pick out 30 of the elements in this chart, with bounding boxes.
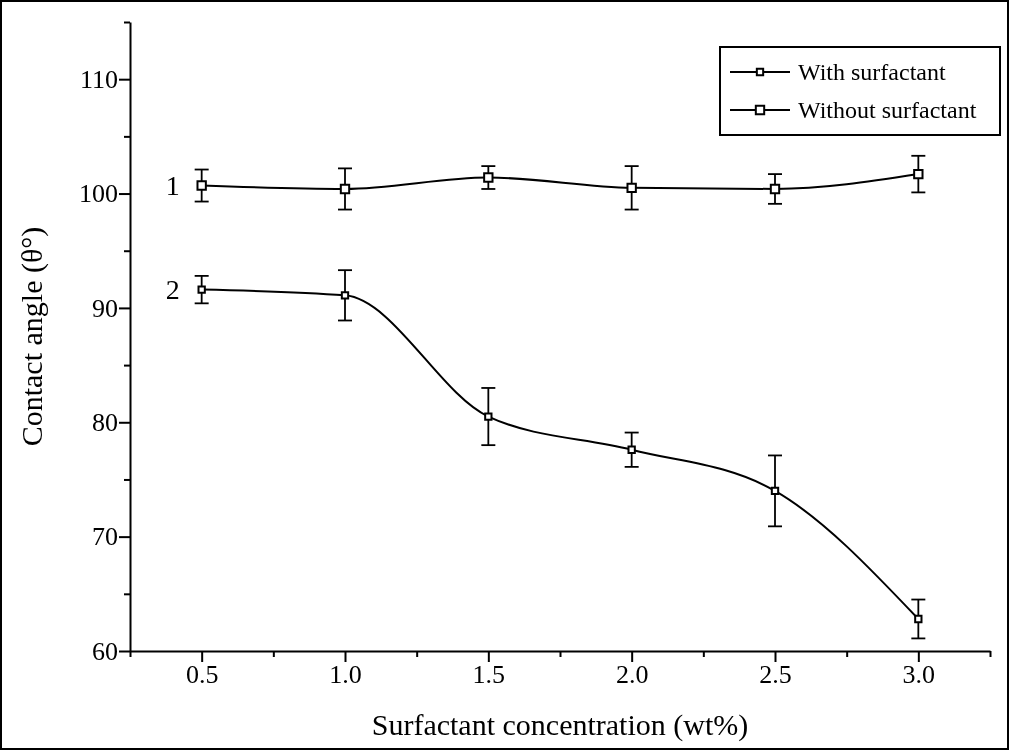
point [484, 412, 493, 421]
x-tick-label: 1.5 [472, 660, 506, 690]
x-tick-label: 2.0 [615, 660, 649, 690]
y-tick-label: 100 [79, 179, 118, 209]
x-tick-label: 2.5 [759, 660, 792, 690]
legend-label: With surfactant [798, 59, 946, 86]
y-tick-label: 90 [92, 293, 118, 323]
point [339, 183, 351, 195]
y-axis-title: Contact angle (θ°) [15, 226, 49, 447]
point [197, 285, 206, 294]
point [626, 182, 637, 194]
point [770, 486, 780, 496]
annotation: 1 [165, 170, 180, 202]
point [340, 291, 350, 300]
x-tick-label: 3.0 [902, 660, 936, 690]
point [769, 183, 781, 195]
point [914, 614, 923, 624]
y-tick-label: 80 [92, 408, 118, 438]
annotation: 2 [165, 274, 180, 306]
y-tick-label: 110 [79, 65, 118, 94]
point [627, 445, 636, 454]
legend-label: Without surfactant [798, 97, 977, 124]
x-axis-title: Surfactant concentration (wt%) [371, 708, 749, 742]
x-tick-label: 0.5 [185, 660, 219, 690]
point [913, 168, 924, 180]
point [483, 172, 494, 183]
y-tick-label: 60 [92, 636, 118, 666]
y-tick-label: 70 [92, 522, 118, 552]
x-tick-label: 1.0 [329, 660, 362, 690]
point [196, 180, 207, 191]
